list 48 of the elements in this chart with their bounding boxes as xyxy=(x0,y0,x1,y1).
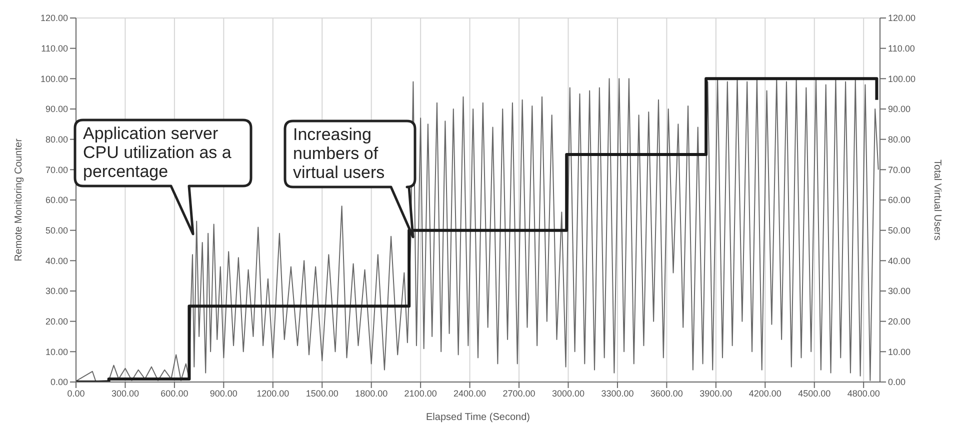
y2-tick-label: 120.00 xyxy=(888,13,916,24)
y-tick-label: 60.00 xyxy=(45,195,68,206)
y-tick-label: 80.00 xyxy=(45,134,68,145)
y2-tick-label: 70.00 xyxy=(888,164,911,175)
x-tick-label: 2700.00 xyxy=(502,388,536,398)
y2-tick-label: 110.00 xyxy=(888,44,915,54)
y2-tick-label: 60.00 xyxy=(888,195,911,206)
x-tick-label: 1200.00 xyxy=(256,388,290,398)
x-tick-label: 600.00 xyxy=(160,388,188,398)
y2-tick-label: 10.00 xyxy=(888,346,911,357)
y2-tick-label: 30.00 xyxy=(888,286,911,296)
annotation: Increasing numbers of virtual users xyxy=(293,125,386,182)
y2-tick-label: 90.00 xyxy=(888,104,911,114)
y-tick-label: 10.00 xyxy=(45,346,68,357)
y-tick-label: 100.00 xyxy=(40,74,68,84)
x-tick-label: 0.00 xyxy=(67,388,85,398)
y2-axis-title: Total Virtual Users xyxy=(931,160,942,240)
y2-tick-label: 100.00 xyxy=(888,74,916,84)
x-tick-label: 4200.00 xyxy=(748,388,782,398)
y2-tick-label: 20.00 xyxy=(888,316,911,327)
x-tick-label: 300.00 xyxy=(111,388,139,398)
y-tick-label: 0.00 xyxy=(50,377,68,388)
x-tick-label: 3000.00 xyxy=(552,388,585,398)
y2-tick-label: 0.00 xyxy=(888,377,906,388)
x-tick-label: 1500.00 xyxy=(306,388,338,398)
y-tick-label: 70.00 xyxy=(45,164,68,175)
x-axis-title: Elapsed Time (Second) xyxy=(426,412,530,423)
y-tick-label: 120.00 xyxy=(40,13,68,24)
x-tick-label: 900.00 xyxy=(210,388,238,398)
y-axis-title: Remote Monitoring Counter xyxy=(14,138,25,262)
y-tick-label: 50.00 xyxy=(45,226,68,236)
y2-tick-label: 80.00 xyxy=(888,134,911,145)
y2-tick-label: 50.00 xyxy=(888,226,911,236)
annotation: Application server CPU utilization as a percentage xyxy=(83,124,232,181)
y-tick-label: 20.00 xyxy=(45,316,68,327)
x-tick-label: 4800.00 xyxy=(847,388,880,398)
y-tick-label: 90.00 xyxy=(45,104,68,114)
y-tick-label: 30.00 xyxy=(45,286,68,296)
x-tick-label: 1800.00 xyxy=(355,388,388,398)
y2-tick-label: 40.00 xyxy=(888,256,911,266)
x-tick-label: 2400.00 xyxy=(454,388,486,398)
y-tick-label: 110.00 xyxy=(41,44,68,54)
x-tick-label: 3900.00 xyxy=(700,388,732,398)
x-tick-label: 4500.00 xyxy=(798,388,831,398)
x-tick-label: 3300.00 xyxy=(601,388,634,398)
x-tick-label: 2100.00 xyxy=(404,388,437,398)
x-tick-label: 3600.00 xyxy=(650,388,683,398)
y-tick-label: 40.00 xyxy=(45,256,68,266)
